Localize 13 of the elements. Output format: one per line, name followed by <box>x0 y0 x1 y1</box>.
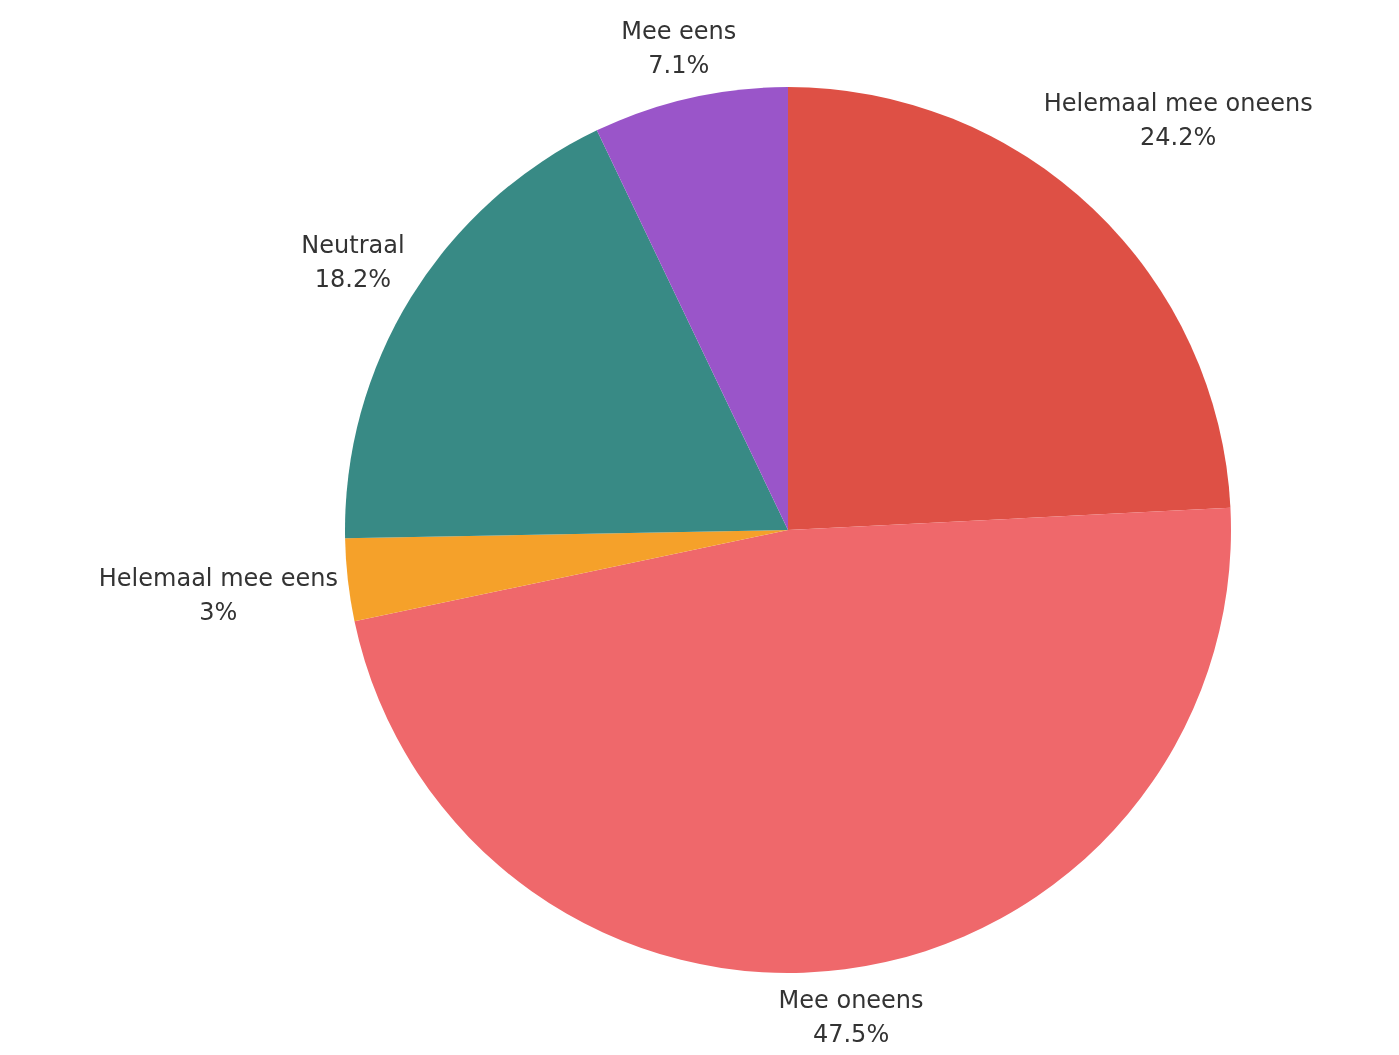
pie-slice <box>345 530 788 622</box>
slice-label: Neutraal <box>301 230 405 259</box>
slice-label: Helemaal mee oneens <box>1043 88 1313 117</box>
data-label: 47.5% <box>812 1019 890 1048</box>
pie-slice <box>354 507 1231 973</box>
data-label: 7.1% <box>648 51 710 80</box>
data-label: 24.2% <box>1140 122 1217 151</box>
slice-label: Helemaal mee eens <box>98 563 338 592</box>
data-label: 3% <box>199 597 238 626</box>
slice-label: Mee eens <box>621 17 737 46</box>
pie-slice <box>596 87 788 530</box>
slice-label: Mee oneens <box>778 985 924 1014</box>
data-label: 18.2% <box>314 264 392 293</box>
